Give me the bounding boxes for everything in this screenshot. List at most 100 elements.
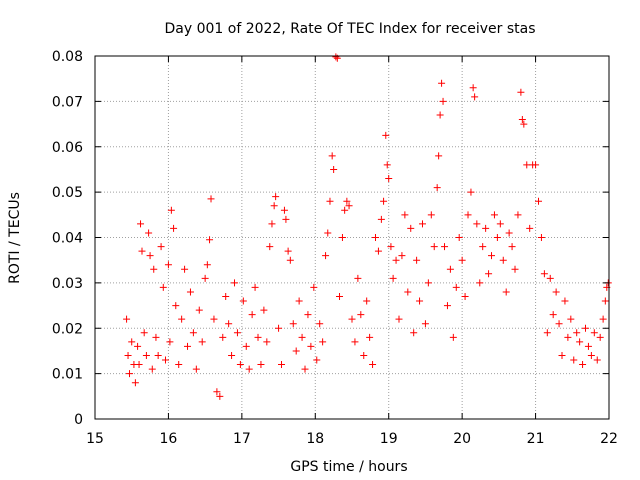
data-point: [351, 338, 359, 346]
data-point: [526, 224, 534, 232]
data-point: [206, 236, 214, 244]
data-point: [590, 329, 598, 337]
grid: [95, 56, 609, 419]
data-point: [332, 53, 340, 61]
data-point: [124, 351, 132, 359]
scatter-points: [123, 53, 612, 400]
data-point: [416, 297, 424, 305]
data-point: [137, 220, 145, 228]
data-point: [348, 315, 356, 323]
data-point: [407, 224, 415, 232]
data-point: [404, 288, 412, 296]
x-axis-label: GPS time / hours: [290, 459, 407, 475]
data-point: [488, 252, 496, 260]
data-point: [324, 229, 332, 237]
data-point: [330, 165, 338, 173]
data-point: [233, 329, 241, 337]
data-point: [172, 302, 180, 310]
chart-title: Day 001 of 2022, Rate Of TEC Index for r…: [164, 21, 535, 37]
data-point: [567, 315, 575, 323]
data-point: [154, 351, 162, 359]
data-point: [555, 320, 563, 328]
data-point: [543, 329, 551, 337]
data-point: [561, 297, 569, 305]
data-point: [245, 365, 253, 373]
data-point: [382, 131, 390, 139]
data-point: [496, 220, 504, 228]
data-point: [225, 320, 233, 328]
data-point: [231, 279, 239, 287]
data-point: [304, 311, 312, 319]
data-point: [518, 116, 526, 124]
data-point: [263, 338, 271, 346]
data-point: [289, 320, 297, 328]
data-point: [219, 333, 227, 341]
x-tick-label: 16: [160, 431, 178, 447]
data-point: [490, 211, 498, 219]
data-point: [242, 342, 250, 350]
data-point: [438, 79, 446, 87]
data-point: [284, 247, 292, 255]
data-point: [360, 351, 368, 359]
data-point: [418, 220, 426, 228]
data-point: [354, 274, 362, 282]
data-point: [476, 279, 484, 287]
data-point: [377, 215, 385, 223]
data-point: [427, 211, 435, 219]
data-point: [576, 338, 584, 346]
plot-frame: [94, 55, 610, 420]
data-point: [298, 333, 306, 341]
data-point: [345, 202, 353, 210]
data-point: [272, 193, 280, 201]
x-tick-label: 22: [600, 431, 618, 447]
data-point: [254, 333, 262, 341]
data-point: [164, 261, 172, 269]
data-point: [469, 84, 477, 92]
x-tick-label: 19: [380, 431, 398, 447]
data-point: [192, 365, 200, 373]
data-point: [517, 88, 525, 96]
y-tick-label: 0: [74, 412, 83, 428]
x-tick-label: 18: [306, 431, 324, 447]
data-point: [181, 265, 189, 273]
data-point: [128, 338, 136, 346]
data-point: [508, 243, 516, 251]
data-point: [178, 315, 186, 323]
data-point: [435, 152, 443, 160]
data-point: [502, 288, 510, 296]
data-point: [282, 215, 290, 223]
data-point: [222, 292, 230, 300]
data-point: [511, 265, 519, 273]
data-point: [584, 342, 592, 350]
data-point: [452, 283, 460, 291]
data-point: [307, 342, 315, 350]
data-point: [268, 220, 276, 228]
y-tick-label: 0.03: [52, 276, 83, 292]
data-point: [421, 320, 429, 328]
data-point: [207, 195, 215, 203]
data-point: [455, 234, 463, 241]
x-tick-label: 20: [453, 431, 471, 447]
data-point: [138, 247, 146, 255]
data-point: [392, 256, 400, 264]
data-point: [236, 361, 244, 369]
data-point: [266, 243, 274, 251]
data-point: [430, 243, 438, 251]
data-point: [328, 152, 336, 160]
data-point: [482, 224, 490, 232]
data-point: [383, 161, 391, 169]
data-point: [313, 356, 321, 364]
data-point: [593, 356, 601, 364]
data-point: [210, 315, 218, 323]
data-point: [251, 283, 259, 291]
data-point: [424, 279, 432, 287]
data-point: [380, 197, 388, 205]
data-point: [540, 270, 548, 278]
data-point: [366, 333, 374, 341]
data-point: [170, 224, 178, 232]
data-point: [443, 302, 451, 310]
data-point: [159, 283, 167, 291]
y-tick-label: 0.04: [52, 231, 83, 247]
data-point: [301, 365, 309, 373]
data-point: [532, 161, 540, 169]
